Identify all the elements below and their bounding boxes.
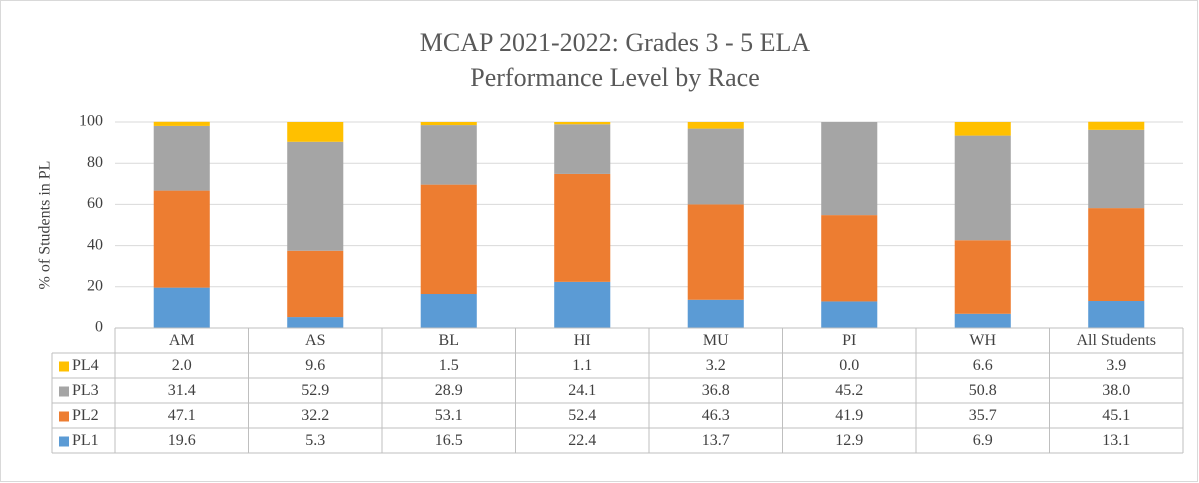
- bar-segment: [153, 190, 210, 288]
- table-value: 12.9: [835, 432, 863, 449]
- bar-segment: [687, 122, 744, 129]
- bar-segment: [287, 250, 344, 318]
- bar-segment: [420, 294, 477, 328]
- table-value: 22.4: [568, 432, 596, 449]
- table-value: 31.4: [168, 382, 196, 399]
- x-tick-label: PI: [842, 332, 856, 349]
- bar-segment: [153, 121, 210, 126]
- table-value: 52.4: [568, 407, 596, 424]
- bar-segment: [420, 184, 477, 295]
- table-value: 2.0: [172, 357, 192, 374]
- bar-segment: [287, 141, 344, 251]
- y-axis-label: % of Students in PL: [37, 161, 54, 290]
- y-tick-label: 0: [95, 319, 103, 336]
- y-tick-label: 20: [87, 277, 103, 294]
- x-tick-label: BL: [439, 332, 459, 349]
- bar-segment: [153, 125, 210, 191]
- table-value: 6.9: [973, 432, 993, 449]
- legend-key: [59, 436, 69, 447]
- bar-segment: [287, 122, 344, 142]
- bar-segment: [954, 240, 1011, 314]
- table-value: 45.2: [835, 382, 863, 399]
- table-value: 41.9: [835, 407, 863, 424]
- legend-key: [59, 386, 69, 397]
- x-tick-label: AS: [305, 332, 325, 349]
- table-value: 24.1: [568, 382, 596, 399]
- table-value: 36.8: [702, 382, 730, 399]
- bar-segment: [1088, 208, 1145, 302]
- table-value: 28.9: [435, 382, 463, 399]
- table-value: 3.9: [1106, 357, 1126, 374]
- bar-segment: [954, 135, 1011, 241]
- bar-segment: [687, 204, 744, 300]
- table-value: 52.9: [301, 382, 329, 399]
- table-value: 1.5: [439, 357, 459, 374]
- bar-segment: [821, 215, 878, 302]
- table-value: 9.6: [305, 357, 325, 374]
- legend-key: [59, 411, 69, 422]
- table-value: 13.7: [702, 432, 730, 449]
- table-value: 46.3: [702, 407, 730, 424]
- bar-segment: [554, 122, 611, 125]
- bar-segment: [420, 125, 477, 185]
- x-tick-label: HI: [574, 332, 591, 349]
- bar-segment: [1088, 301, 1145, 328]
- legend-label: PL4: [72, 357, 99, 374]
- bar-segment: [153, 287, 210, 328]
- table-value: 32.2: [301, 407, 329, 424]
- table-value: 3.2: [706, 357, 726, 374]
- bar-segment: [554, 124, 611, 174]
- chart-subtitle: Performance Level by Race: [470, 63, 759, 92]
- table-value: 53.1: [435, 407, 463, 424]
- table-value: 19.6: [168, 432, 196, 449]
- bar-segment: [554, 281, 611, 328]
- bar-segment: [287, 317, 344, 328]
- table-value: 13.1: [1102, 432, 1130, 449]
- y-tick-label: 60: [87, 195, 103, 212]
- table-value: 0.0: [839, 357, 859, 374]
- legend-label: PL1: [72, 432, 99, 449]
- table-value: 16.5: [435, 432, 463, 449]
- table-value: 35.7: [969, 407, 997, 424]
- y-tick-label: 40: [87, 236, 103, 253]
- bar-segment: [954, 313, 1011, 328]
- x-tick-label: AM: [169, 332, 195, 349]
- legend-key: [59, 361, 69, 372]
- bar-segment: [1088, 121, 1145, 130]
- bar-segment: [821, 122, 878, 216]
- table-value: 1.1: [572, 357, 592, 374]
- bar-segment: [554, 173, 611, 282]
- legend-label: PL3: [72, 382, 99, 399]
- legend-label: PL2: [72, 407, 99, 424]
- bar-segment: [954, 122, 1011, 136]
- y-tick-label: 100: [79, 113, 103, 130]
- bar-segment: [687, 128, 744, 205]
- x-tick-label: MU: [703, 332, 729, 349]
- bar-segment: [821, 301, 878, 328]
- table-value: 50.8: [969, 382, 997, 399]
- chart-title: MCAP 2021-2022: Grades 3 - 5 ELA: [420, 28, 811, 57]
- table-value: 45.1: [1102, 407, 1130, 424]
- bar-segment: [1088, 129, 1145, 209]
- bar-segment: [687, 299, 744, 328]
- table-value: 38.0: [1102, 382, 1130, 399]
- bar-segment: [420, 122, 477, 126]
- x-tick-label: WH: [969, 332, 996, 349]
- table-value: 6.6: [973, 357, 993, 374]
- table-value: 5.3: [305, 432, 325, 449]
- y-tick-label: 80: [87, 154, 103, 171]
- table-value: 47.1: [168, 407, 196, 424]
- x-tick-label: All Students: [1076, 332, 1156, 349]
